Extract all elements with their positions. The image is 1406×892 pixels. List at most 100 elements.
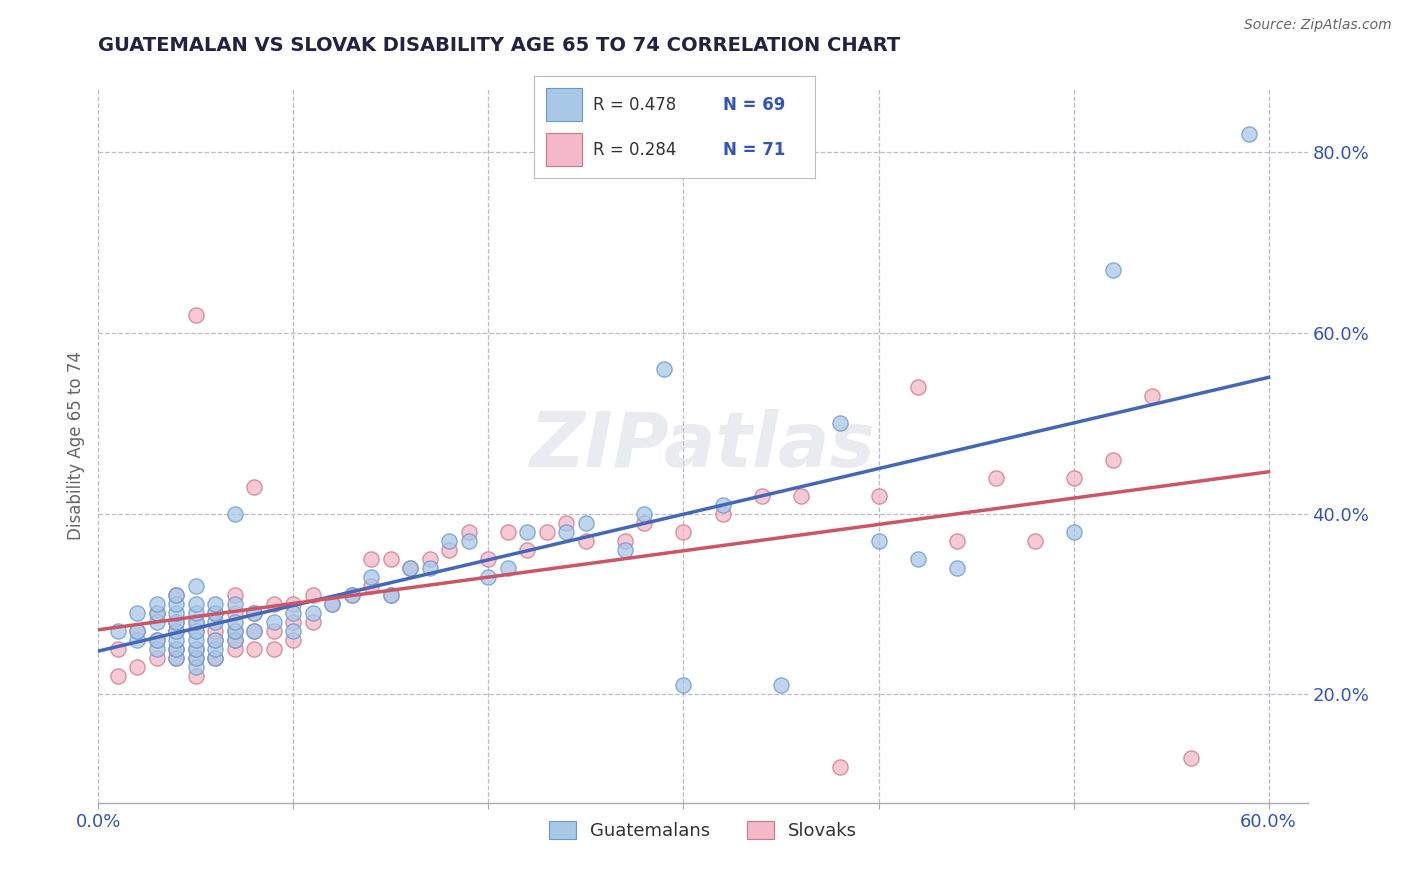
Point — [283, 615, 305, 629]
Point — [243, 606, 266, 620]
Point — [146, 597, 169, 611]
Point — [1237, 128, 1260, 142]
Point — [184, 624, 207, 639]
Point — [184, 642, 207, 657]
Point — [1180, 750, 1202, 764]
Point — [380, 588, 402, 602]
Point — [184, 597, 207, 611]
Point — [243, 480, 266, 494]
Point — [165, 642, 187, 657]
Point — [204, 624, 226, 639]
Point — [165, 597, 187, 611]
Point — [1063, 470, 1085, 484]
Point — [302, 615, 325, 629]
Point — [165, 624, 187, 639]
Point — [146, 651, 169, 665]
Point — [184, 579, 207, 593]
Point — [458, 533, 481, 548]
Point — [828, 759, 851, 773]
Point — [380, 588, 402, 602]
Point — [184, 615, 207, 629]
Point — [1024, 533, 1046, 548]
Point — [672, 678, 695, 692]
Point — [380, 552, 402, 566]
Point — [184, 615, 207, 629]
Point — [672, 524, 695, 539]
Point — [283, 624, 305, 639]
Point — [224, 624, 246, 639]
Point — [1101, 263, 1123, 277]
Point — [184, 669, 207, 683]
Point — [146, 606, 169, 620]
Point — [263, 642, 285, 657]
Point — [204, 615, 226, 629]
Point — [536, 524, 558, 539]
Point — [340, 588, 363, 602]
Point — [1140, 389, 1163, 403]
Point — [107, 624, 129, 639]
Point — [633, 516, 655, 530]
Text: R = 0.478: R = 0.478 — [593, 95, 676, 113]
Point — [496, 561, 519, 575]
Point — [945, 533, 967, 548]
Text: N = 71: N = 71 — [723, 141, 785, 159]
Text: GUATEMALAN VS SLOVAK DISABILITY AGE 65 TO 74 CORRELATION CHART: GUATEMALAN VS SLOVAK DISABILITY AGE 65 T… — [98, 36, 901, 54]
Point — [283, 606, 305, 620]
Point — [614, 542, 637, 557]
Point — [711, 498, 734, 512]
Point — [146, 615, 169, 629]
Point — [302, 606, 325, 620]
Point — [204, 597, 226, 611]
Point — [496, 524, 519, 539]
Point — [1101, 452, 1123, 467]
Point — [107, 669, 129, 683]
Point — [165, 642, 187, 657]
Point — [184, 633, 207, 648]
Point — [165, 624, 187, 639]
Point — [146, 606, 169, 620]
Point — [828, 417, 851, 431]
Point — [165, 651, 187, 665]
Point — [302, 588, 325, 602]
Point — [204, 633, 226, 648]
Point — [516, 524, 538, 539]
Point — [575, 516, 598, 530]
Point — [243, 642, 266, 657]
Point — [184, 660, 207, 674]
Point — [204, 633, 226, 648]
Point — [165, 633, 187, 648]
Point — [165, 588, 187, 602]
Point — [224, 624, 246, 639]
Point — [204, 606, 226, 620]
Point — [868, 533, 890, 548]
Point — [204, 651, 226, 665]
Point — [224, 507, 246, 521]
Point — [146, 642, 169, 657]
Point — [204, 606, 226, 620]
Point — [243, 624, 266, 639]
Point — [283, 597, 305, 611]
Point — [165, 615, 187, 629]
Point — [146, 633, 169, 648]
Point — [243, 606, 266, 620]
Point — [340, 588, 363, 602]
Point — [945, 561, 967, 575]
Point — [360, 552, 382, 566]
Point — [477, 570, 499, 584]
Point — [165, 651, 187, 665]
Text: N = 69: N = 69 — [723, 95, 785, 113]
Point — [652, 362, 675, 376]
Point — [127, 633, 149, 648]
Point — [984, 470, 1007, 484]
Point — [224, 642, 246, 657]
Point — [224, 615, 246, 629]
Point — [283, 633, 305, 648]
Point — [907, 380, 929, 394]
Point — [419, 552, 441, 566]
Point — [165, 588, 187, 602]
Point — [439, 533, 461, 548]
Point — [868, 489, 890, 503]
Point — [184, 642, 207, 657]
Point — [399, 561, 422, 575]
Point — [224, 606, 246, 620]
